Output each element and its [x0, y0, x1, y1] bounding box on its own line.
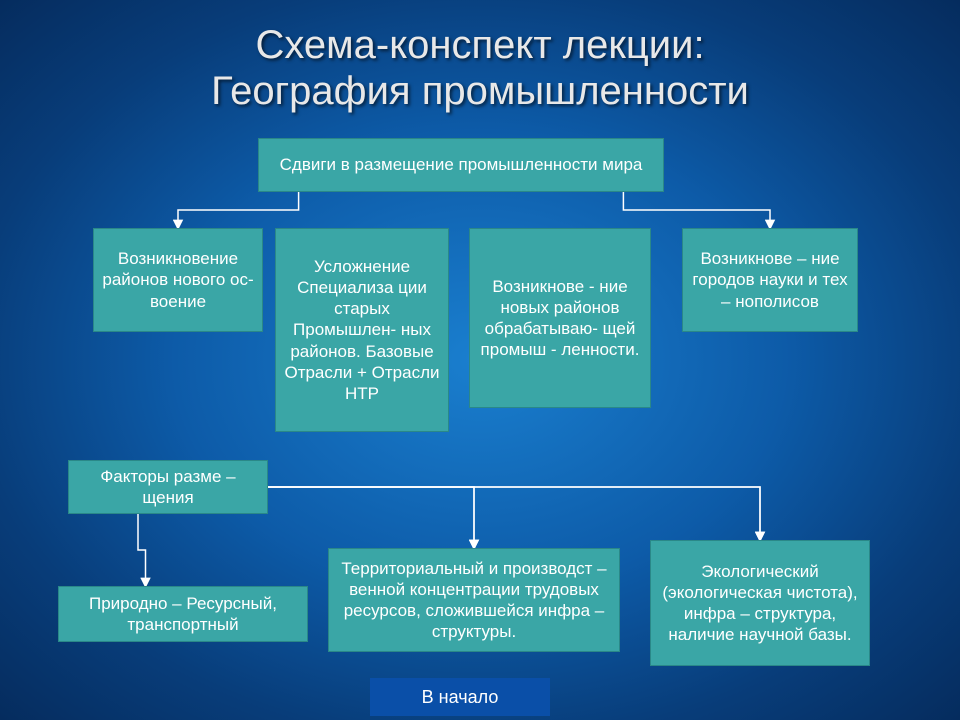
- box-b1: Возникновение районов нового ос- воение: [93, 228, 263, 332]
- box-b2: Усложнение Специализа ции старых Промышл…: [275, 228, 449, 432]
- box-fact: Факторы разме – щения: [68, 460, 268, 514]
- box-b4: Возникнове – ние городов науки и тех – н…: [682, 228, 858, 332]
- box-b3: Возникнове - ние новых районов обрабатыв…: [469, 228, 651, 408]
- box-f3: Экологический (экологическая чистота), и…: [650, 540, 870, 666]
- box-root: Сдвиги в размещение промышленности мира: [258, 138, 664, 192]
- title-line2: География промышленности: [211, 69, 749, 113]
- start-button[interactable]: В начало: [370, 678, 550, 716]
- box-f2: Территориальный и производст – венной ко…: [328, 548, 620, 652]
- title-line1: Схема-конспект лекции:: [255, 23, 704, 67]
- box-f1: Природно – Ресурсный, транспортный: [58, 586, 308, 642]
- page-title: Схема-конспект лекции: География промышл…: [0, 0, 960, 114]
- start-button-label: В начало: [422, 687, 499, 708]
